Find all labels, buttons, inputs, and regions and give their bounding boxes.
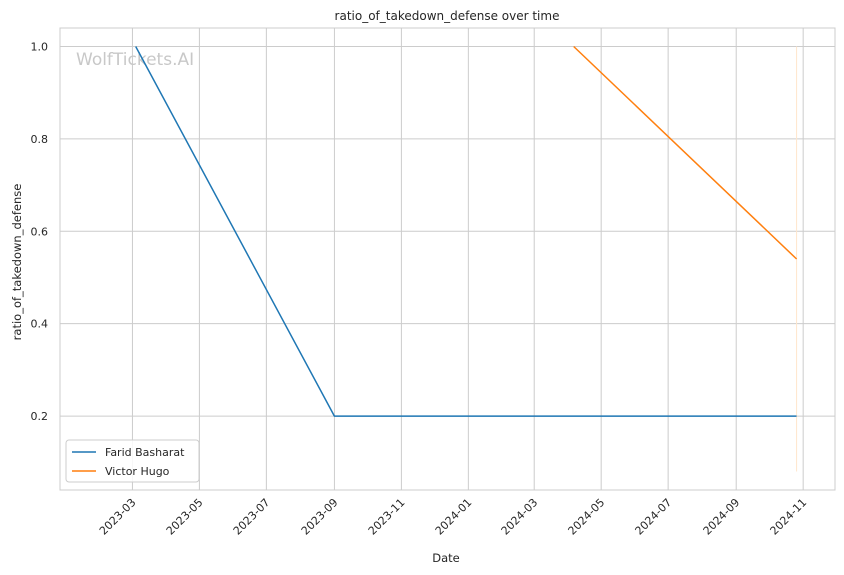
legend-label: Victor Hugo [105,465,170,478]
y-axis-title: ratio_of_takedown_defense [10,184,24,341]
series-line-victor-hugo [573,45,798,260]
y-tick-label: 0.6 [31,225,49,238]
x-axis-title: Date [432,551,460,565]
y-tick-label: 1.0 [31,40,49,53]
chart-title: ratio_of_takedown_defense over time [335,9,560,23]
legend: Farid Basharat Victor Hugo [65,439,200,483]
plot-area: WolfTickets.AI [59,27,836,491]
watermark: WolfTickets.AI [76,50,194,70]
legend-box [65,439,200,483]
series-group [135,45,798,417]
y-tick-label: 0.8 [31,133,49,146]
series-line-farid-basharat [135,46,797,417]
plot-frame [59,27,836,491]
y-tick-label: 0.4 [31,318,49,331]
y-axis-ticks: 0.2 0.4 0.6 0.8 1.0 [31,40,49,423]
grid [60,28,835,490]
y-tick-label: 0.2 [31,410,49,423]
legend-label: Farid Basharat [105,446,185,459]
